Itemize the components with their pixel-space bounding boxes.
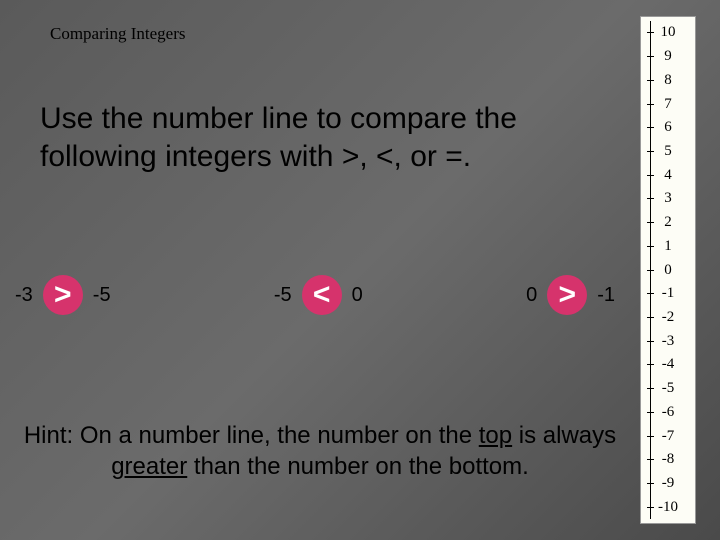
comparison-1-left: -3 — [15, 284, 33, 307]
number-line-row: 1 — [641, 234, 695, 258]
number-line-label: 2 — [664, 214, 672, 231]
number-line-label: 3 — [664, 190, 672, 207]
number-line-label: -6 — [662, 404, 675, 421]
number-line-label: 5 — [664, 143, 672, 160]
hint-mid: is always — [512, 422, 616, 449]
number-line-row: 6 — [641, 116, 695, 140]
comparison-1-right: -5 — [93, 284, 111, 307]
number-line-tick — [647, 151, 654, 152]
comparison-1-symbol: > — [43, 275, 83, 315]
number-line-row: 8 — [641, 68, 695, 92]
number-line-row: 9 — [641, 45, 695, 69]
number-line-label: -4 — [662, 356, 675, 373]
number-line-row: -2 — [641, 306, 695, 330]
number-line-row: 4 — [641, 163, 695, 187]
number-line-tick — [647, 412, 654, 413]
number-line-row: -8 — [641, 448, 695, 472]
comparison-3: 0 > -1 — [526, 275, 615, 315]
comparison-3-left: 0 — [526, 284, 537, 307]
number-line-tick — [647, 222, 654, 223]
number-line-row: 5 — [641, 140, 695, 164]
number-line-label: 4 — [664, 167, 672, 184]
comparison-1: -3 > -5 — [15, 275, 111, 315]
number-line-row: 7 — [641, 92, 695, 116]
number-line-label: -8 — [662, 451, 675, 468]
number-line-tick — [647, 127, 654, 128]
number-line-row: -3 — [641, 329, 695, 353]
number-line-tick — [647, 364, 654, 365]
number-line-label: -2 — [662, 309, 675, 326]
number-line-tick — [647, 175, 654, 176]
number-line-tick — [647, 104, 654, 105]
number-line-label: -7 — [662, 428, 675, 445]
number-line-label: -9 — [662, 475, 675, 492]
number-line-tick — [647, 270, 654, 271]
number-line-tick — [647, 32, 654, 33]
number-line-row: -7 — [641, 424, 695, 448]
comparison-2-left: -5 — [274, 284, 292, 307]
number-line-label: 10 — [661, 24, 676, 41]
number-line-row: 2 — [641, 211, 695, 235]
number-line: 109876543210-1-2-3-4-5-6-7-8-9-10 — [640, 16, 696, 524]
number-line-tick — [647, 483, 654, 484]
hint-prefix: Hint: On a number line, the number on th… — [24, 422, 479, 449]
number-line-tick — [647, 317, 654, 318]
number-line-label: -5 — [662, 380, 675, 397]
number-line-row: 3 — [641, 187, 695, 211]
slide-title: Comparing Integers — [50, 24, 186, 44]
number-line-tick — [647, 459, 654, 460]
number-line-tick — [647, 388, 654, 389]
hint-greater: greater — [111, 453, 187, 480]
number-line-label: 7 — [664, 96, 672, 113]
hint-text: Hint: On a number line, the number on th… — [20, 420, 620, 482]
number-line-row: 0 — [641, 258, 695, 282]
number-line-row: -1 — [641, 282, 695, 306]
number-line-tick — [647, 293, 654, 294]
comparison-2-right: 0 — [352, 284, 363, 307]
number-line-label: -10 — [658, 499, 678, 516]
number-line-tick — [647, 436, 654, 437]
instruction-text: Use the number line to compare the follo… — [40, 100, 610, 175]
number-line-row: -10 — [641, 495, 695, 519]
number-line-row: -9 — [641, 472, 695, 496]
number-line-label: -1 — [662, 285, 675, 302]
comparison-3-right: -1 — [597, 284, 615, 307]
hint-top: top — [479, 422, 512, 449]
number-line-row: -4 — [641, 353, 695, 377]
number-line-tick — [647, 198, 654, 199]
number-line-tick — [647, 56, 654, 57]
number-line-label: -3 — [662, 333, 675, 350]
number-line-label: 6 — [664, 119, 672, 136]
number-line-row: 10 — [641, 21, 695, 45]
number-line-label: 0 — [664, 262, 672, 279]
comparison-row: -3 > -5 -5 < 0 0 > -1 — [15, 275, 615, 315]
number-line-tick — [647, 246, 654, 247]
comparison-2-symbol: < — [302, 275, 342, 315]
number-line-label: 9 — [664, 48, 672, 65]
number-line-label: 8 — [664, 72, 672, 89]
hint-suffix: than the number on the bottom. — [187, 453, 529, 480]
number-line-tick — [647, 80, 654, 81]
number-line-row: -6 — [641, 401, 695, 425]
number-line-tick — [647, 507, 654, 508]
comparison-3-symbol: > — [547, 275, 587, 315]
comparison-2: -5 < 0 — [274, 275, 363, 315]
number-line-label: 1 — [664, 238, 672, 255]
number-line-row: -5 — [641, 377, 695, 401]
number-line-tick — [647, 341, 654, 342]
